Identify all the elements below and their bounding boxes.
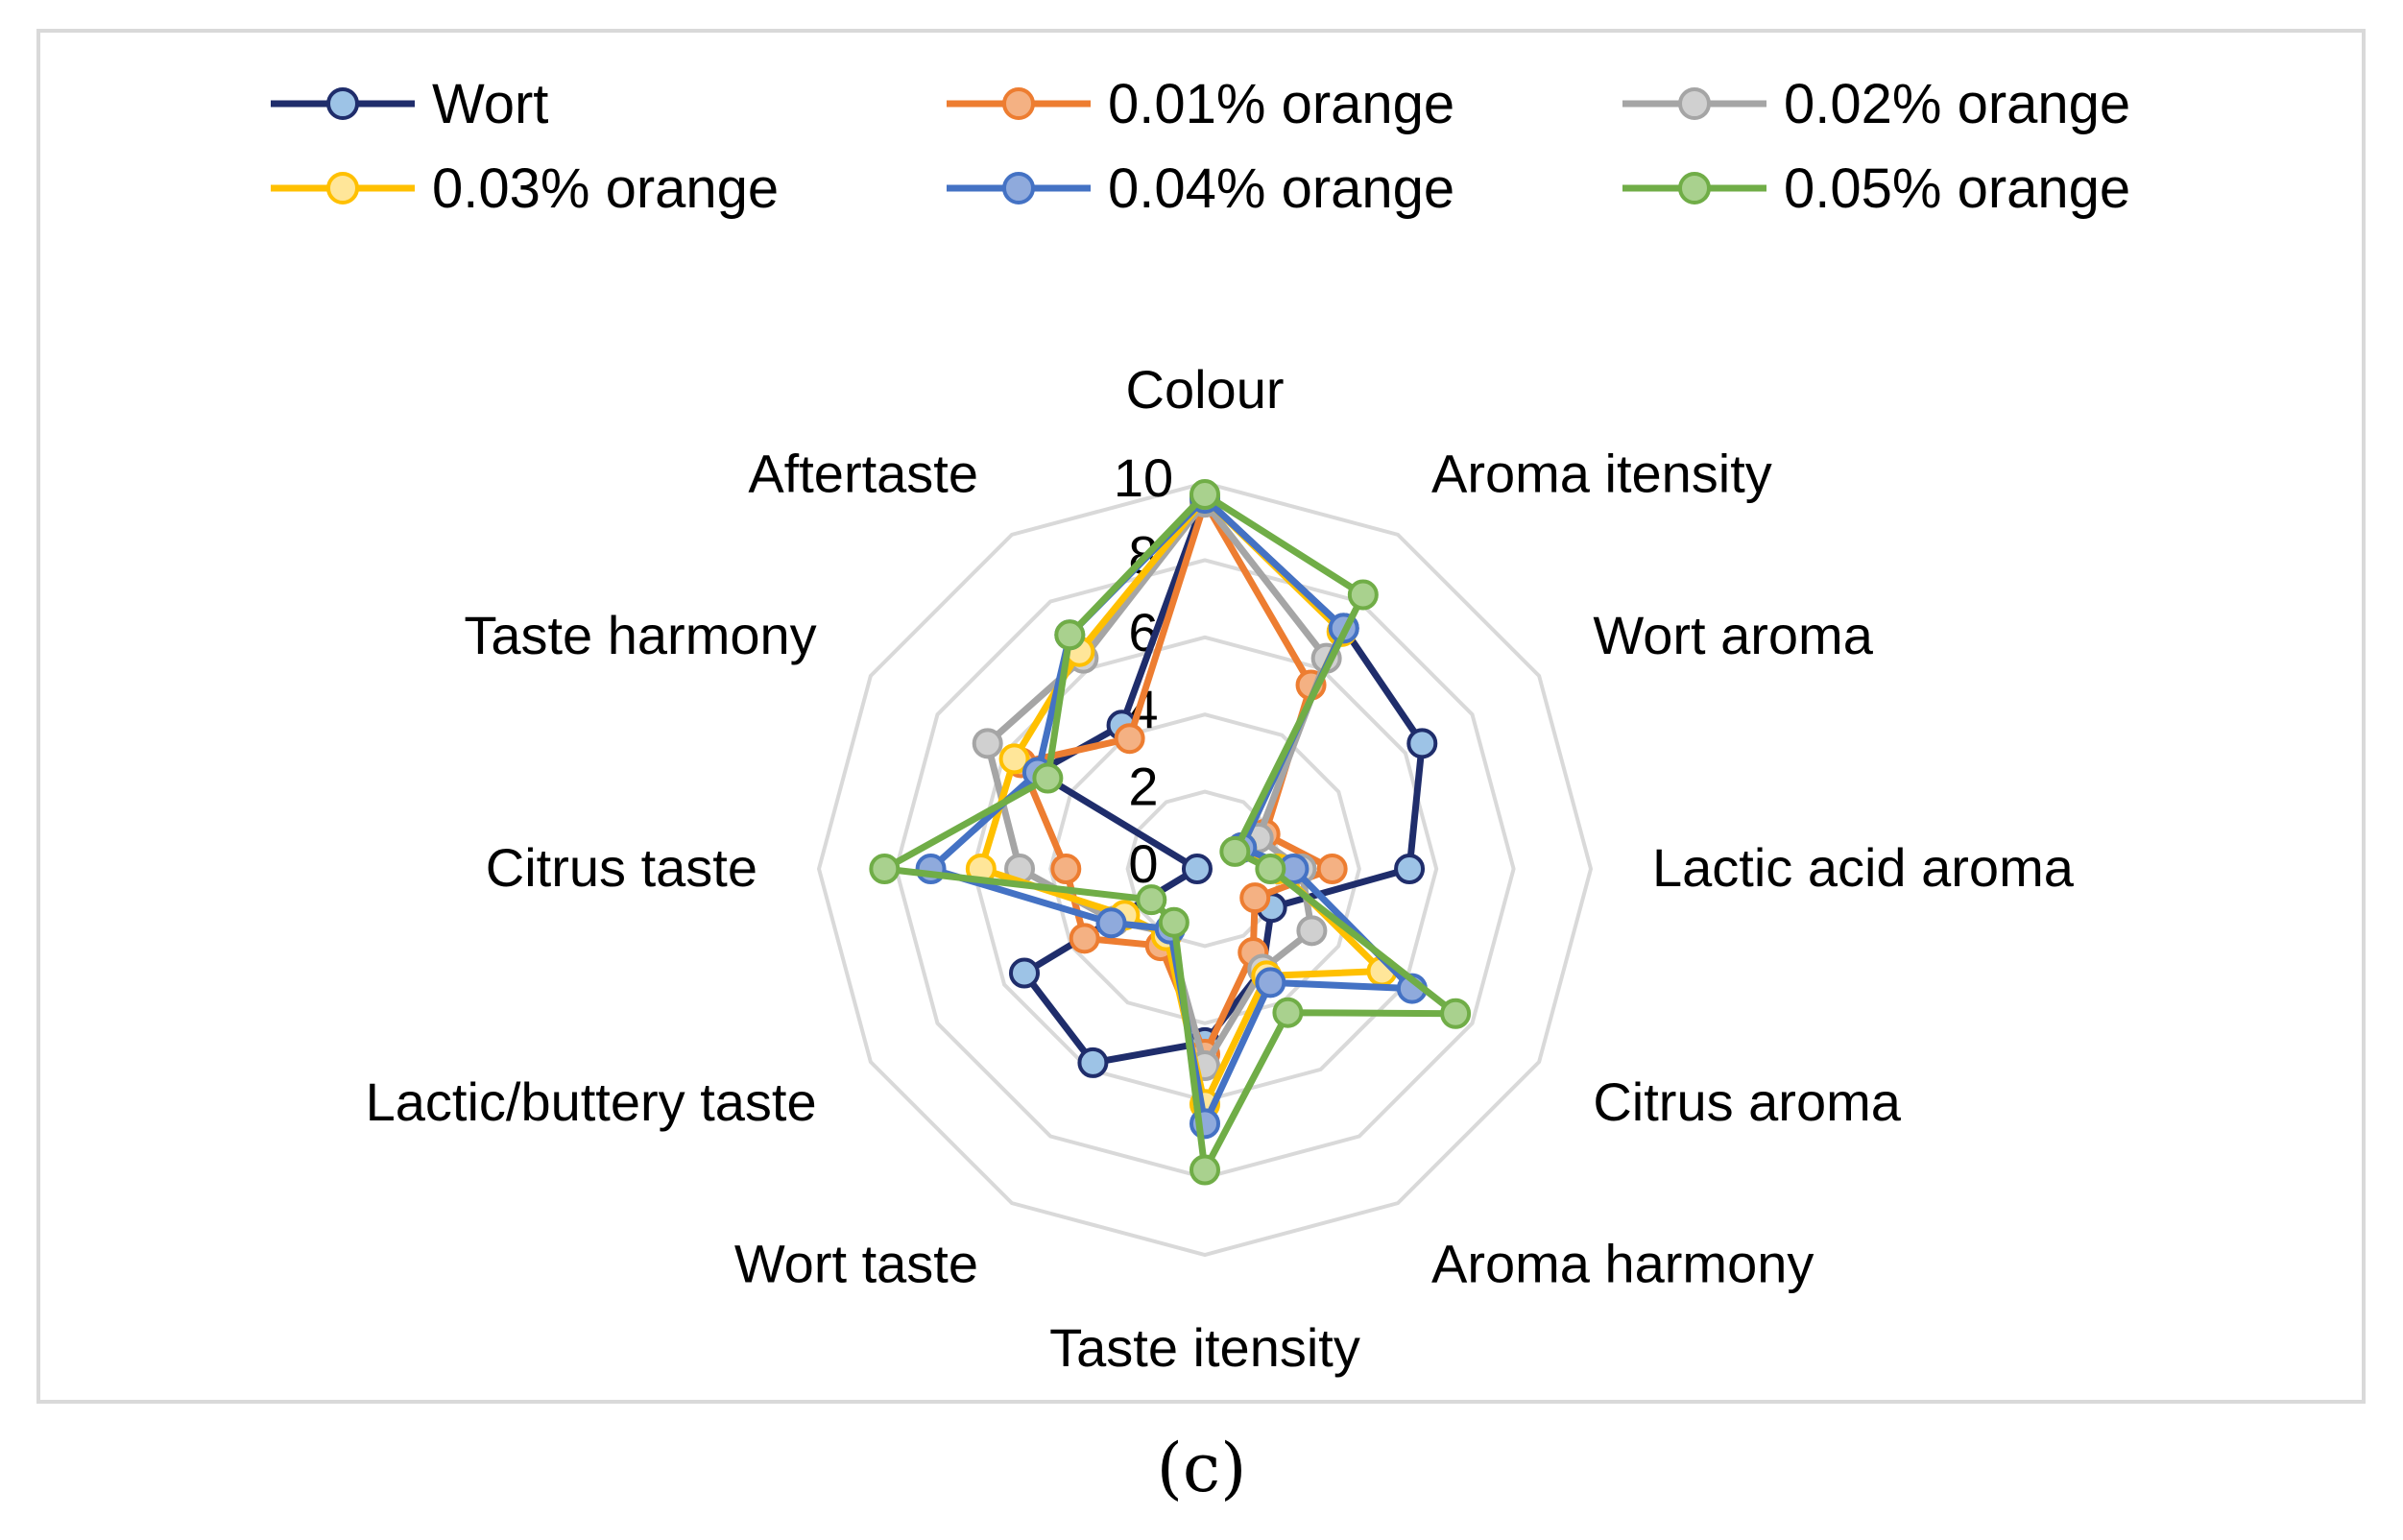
grid-ring-10 [816,480,1594,1258]
legend-label: 0.02% orange [1784,73,2130,135]
legend-label: Wort [432,73,548,135]
category-label: Taste harmony [464,605,816,665]
category-label: Lactic acid aroma [1652,837,2075,898]
data-point [1440,998,1472,1029]
data-point [1394,854,1426,884]
category-label: Colour [1126,359,1285,420]
data-point [998,743,1030,775]
category-label: Citrus taste [486,837,757,898]
legend-item: Wort [271,73,548,135]
data-point [1050,854,1082,884]
legend-label: 0.04% orange [1108,157,1454,220]
data-point [1272,997,1304,1028]
tick-label-2: 2 [1128,757,1158,817]
category-label: Wort aroma [1593,605,1873,665]
category-label: Aroma harmony [1431,1233,1814,1293]
data-point [1114,723,1145,755]
legend-item: 0.03% orange [271,157,779,220]
legend-marker [1678,87,1711,120]
legend-label: 0.05% orange [1784,157,2130,220]
data-point [1136,884,1167,916]
data-point [1406,728,1438,759]
data-point [1158,906,1189,938]
data-point [1239,882,1271,914]
data-point [1009,957,1041,989]
data-point [1316,854,1348,884]
category-label: Aftertaste [748,444,978,504]
legend-item: 0.04% orange [947,157,1454,220]
category-label: Aroma itensity [1431,444,1772,504]
data-point [1255,967,1286,999]
data-point [1069,923,1100,954]
series-6 [869,479,1472,1186]
data-point [1219,835,1251,867]
data-point [1347,579,1379,611]
legend-marker [326,172,359,205]
data-point [1255,854,1286,884]
legend-label: 0.03% orange [432,157,779,220]
data-point [1095,907,1127,939]
category-labels: Colour Aroma itensity Wort aroma Lactic aci… [366,359,2075,1378]
data-point [972,728,1003,759]
data-point [869,854,901,884]
panel-label: (c) [1156,1429,1247,1507]
data-point [1189,1154,1220,1186]
category-label: Taste itensity [1049,1317,1360,1378]
tick-label-10: 10 [1114,447,1173,508]
data-point [1189,479,1220,511]
legend-item: 0.02% orange [1622,73,2130,135]
category-label: Wort taste [734,1233,978,1293]
data-point [1054,619,1086,651]
legend-marker [1002,87,1035,120]
category-label: Citrus aroma [1593,1071,1901,1132]
data-point [1296,915,1328,947]
legend-marker [326,87,359,120]
legend-label: 0.01% orange [1108,73,1454,135]
legend: Wort 0.01% orange 0.02% orange 0.03% orange… [271,73,2130,220]
legend-marker [1678,172,1711,205]
legend-marker [1002,172,1035,205]
legend-item: 0.01% orange [947,73,1454,135]
legend-item: 0.05% orange [1622,157,2130,220]
category-label: Lactic/buttery taste [366,1071,817,1132]
data-point [1077,1047,1109,1078]
data-point [1032,762,1064,794]
series-group [869,479,1472,1186]
data-point [1181,854,1213,884]
